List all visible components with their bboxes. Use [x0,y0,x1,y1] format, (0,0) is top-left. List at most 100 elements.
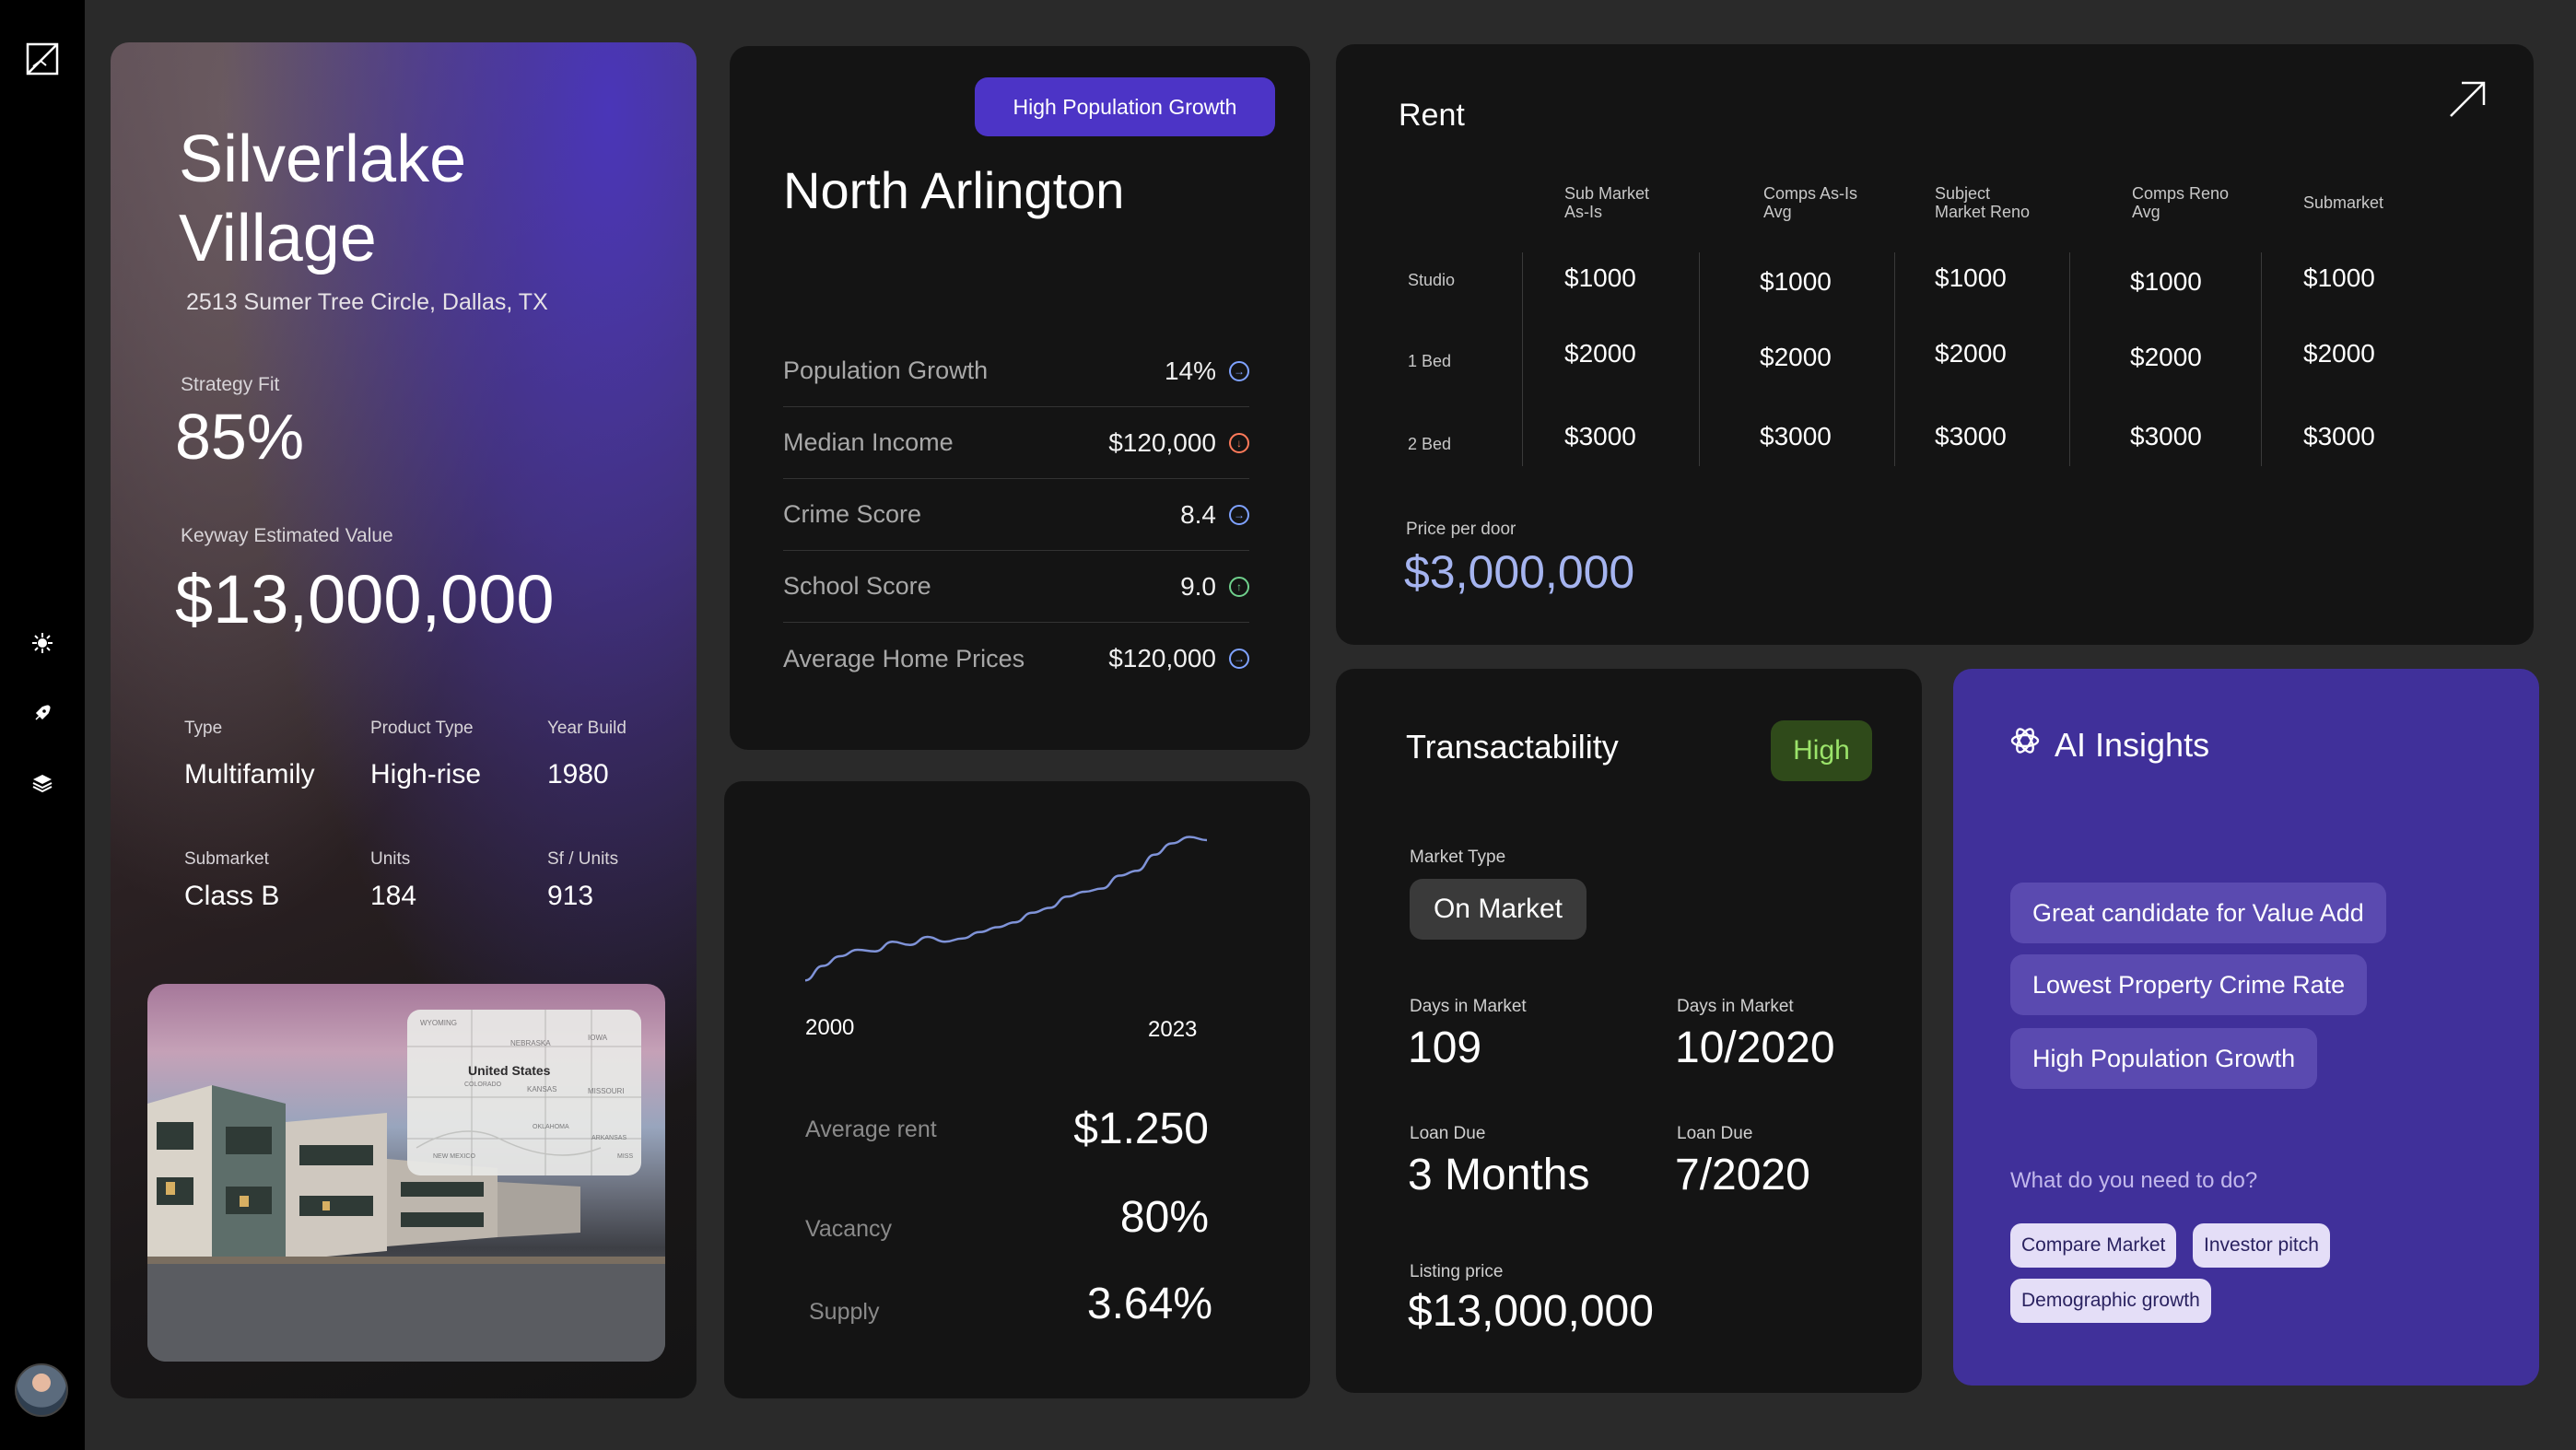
detail-value-submarket: Class B [184,881,280,911]
map-state-label: NEW MEXICO [433,1153,475,1160]
ai-insights-card: AI Insights Great candidate for Value Ad… [1953,669,2539,1386]
listing-price-label: Listing price [1410,1262,1504,1281]
chip-investor-pitch[interactable]: Investor pitch [2193,1223,2330,1268]
metric-label: Median Income [783,428,954,456]
chip-compare-market[interactable]: Compare Market [2010,1223,2177,1268]
chart-x-label-start: 2000 [805,1015,855,1040]
strategy-fit-label: Strategy Fit [181,374,280,395]
ai-logo-icon [2008,724,2042,766]
rent-cell: $1000 [2130,267,2202,296]
rent-col-header: Sub Market As-Is [1564,184,1650,221]
stat-value-vacancy: 80% [1119,1193,1209,1242]
map-state-label: MISSOURI [588,1087,625,1095]
ai-insight-pill[interactable]: Great candidate for Value Add [2010,883,2386,943]
listing-price-value: $13,000,000 [1408,1287,1654,1336]
property-title: Silverlake Village [179,123,467,275]
stat-value-supply: 3.64% [1086,1280,1212,1328]
loan-due-label: Loan Due [1410,1124,1486,1143]
sparkle-icon[interactable] [26,626,59,660]
trend-series-line [804,836,1208,982]
rent-cell: $3000 [1935,422,2007,450]
map-state-label: IOWA [588,1034,608,1042]
arrow-up-circle-icon: ↑ [1229,576,1249,597]
chip-demographic-growth[interactable]: Demographic growth [2010,1279,2211,1323]
rent-card: Rent Sub Market As-Is Comps As-Is Avg Su… [1336,44,2534,645]
map-state-label: ARKANSAS [591,1135,627,1141]
rent-cell: $1000 [1935,263,2007,292]
transactability-badge: High [1771,720,1872,781]
map-state-label: MISS [617,1153,634,1160]
avatar[interactable] [15,1363,68,1417]
detail-label-units: Units [370,849,411,869]
price-per-door-value: $3,000,000 [1404,546,1635,598]
market-type-pill[interactable]: On Market [1410,879,1587,940]
market-type-label: Market Type [1410,848,1506,867]
detail-value-year-build: 1980 [547,759,609,789]
detail-label-type: Type [184,719,223,738]
expand-arrow-icon[interactable] [2447,79,2488,124]
transactability-title: Transactability [1406,728,1619,766]
stat-label-vacancy: Vacancy [805,1216,893,1242]
metric-label: Average Home Prices [783,644,1025,672]
rent-cell: $2000 [1760,343,1832,371]
ai-insights-title: AI Insights [2055,725,2210,764]
detail-value-units: 184 [370,881,417,911]
rent-title: Rent [1399,98,1465,133]
rent-col-header: Subject Market Reno [1935,184,2031,221]
mini-map[interactable]: WYOMING NEBRASKA IOWA United States COLO… [407,1010,641,1175]
rent-cell: $3000 [1564,422,1636,450]
stat-value-average-rent: $1.250 [1073,1105,1209,1153]
metric-label: Population Growth [783,357,989,384]
map-state-label: OKLAHOMA [533,1124,569,1130]
rent-row-label: 1 Bed [1408,352,1452,370]
trend-line-chart [804,836,1208,982]
rent-col-header: Comps As-Is Avg [1763,184,1858,221]
arrow-right-circle-icon: → [1229,504,1249,525]
map-country-label: United States [468,1063,551,1078]
days-in-market-value: 10/2020 [1675,1023,1835,1072]
price-per-door-label: Price per door [1406,520,1516,539]
ai-insight-pill[interactable]: High Population Growth [2010,1028,2318,1089]
property-address: 2513 Sumer Tree Circle, Dallas, TX [186,289,548,315]
days-in-market-label: Days in Market [1410,997,1527,1016]
population-growth-badge[interactable]: High Population Growth [975,77,1275,136]
metric-row-population-growth[interactable]: Population Growth 14% → [783,335,1249,407]
transactability-card: Transactability High Market Type On Mark… [1336,669,1922,1393]
detail-label-year-build: Year Build [547,719,626,738]
ai-insight-pill[interactable]: Lowest Property Crime Rate [2010,954,2368,1015]
detail-label-sf-units: Sf / Units [547,849,619,869]
metric-value: 8.4 [1180,499,1216,529]
rent-col-header: Submarket [2303,193,2384,212]
days-in-market-label: Days in Market [1677,997,1794,1016]
stat-label-average-rent: Average rent [805,1117,937,1142]
metric-label: Crime Score [783,500,922,528]
metric-row-median-income[interactable]: Median Income $120,000 ↓ [783,407,1249,479]
area-card: High Population Growth North Arlington P… [730,46,1310,750]
loan-due-value: 7/2020 [1675,1151,1810,1199]
detail-label-product-type: Product Type [370,719,474,738]
rent-cell: $1000 [1760,267,1832,296]
metric-row-crime-score[interactable]: Crime Score 8.4 → [783,479,1249,551]
sidebar [0,0,85,1450]
rent-cell: $2000 [2130,343,2202,371]
rent-row-label: 2 Bed [1408,435,1452,453]
map-state-label: WYOMING [420,1019,457,1027]
metric-value: 9.0 [1180,571,1216,601]
arrow-right-circle-icon: → [1229,649,1249,669]
image-icon[interactable] [26,42,59,76]
trend-card: 2000 2023 Average rent $1.250 Vacancy 80… [724,781,1310,1398]
rent-cell: $2000 [1564,339,1636,368]
metric-row-average-home-prices[interactable]: Average Home Prices $120,000 → [783,623,1249,695]
map-state-label: COLORADO [464,1082,502,1088]
detail-value-sf-units: 913 [547,881,594,911]
metric-row-school-score[interactable]: School Score 9.0 ↑ [783,551,1249,623]
layers-icon[interactable] [26,766,59,800]
metric-value: $120,000 [1108,427,1216,457]
stat-label-supply: Supply [809,1299,880,1325]
rent-cell: $1000 [2303,263,2375,292]
detail-value-type: Multifamily [184,759,315,789]
rent-cell: $2000 [1935,339,2007,368]
rent-cell: $3000 [2303,422,2375,450]
rocket-icon[interactable] [26,696,59,730]
property-photo[interactable]: WYOMING NEBRASKA IOWA United States COLO… [147,984,665,1362]
